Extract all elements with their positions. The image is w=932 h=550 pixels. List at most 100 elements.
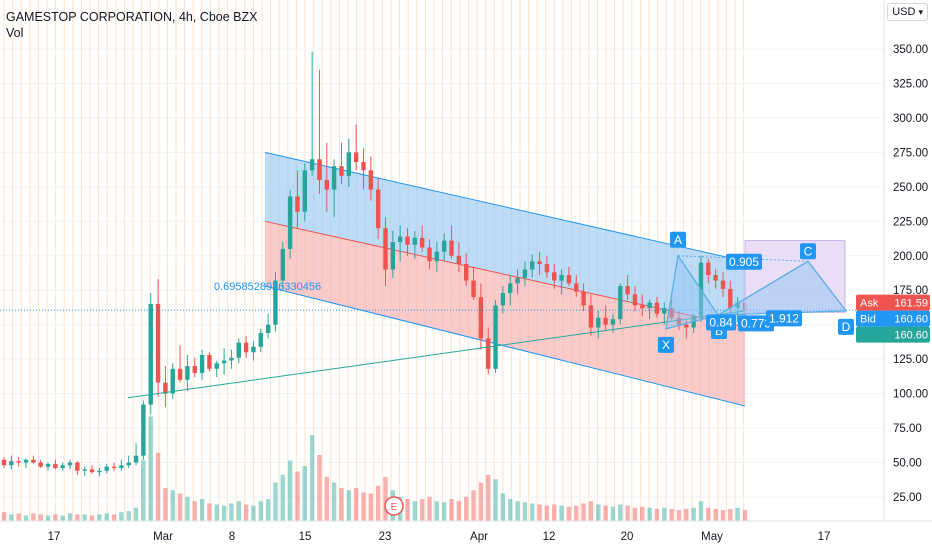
volume-bar	[339, 488, 344, 521]
x-tick-label: 23	[379, 531, 392, 543]
candle-body	[397, 236, 403, 242]
candle-body	[302, 170, 308, 212]
candle-body	[522, 269, 528, 278]
candle-body	[713, 275, 718, 281]
candle-body	[478, 297, 484, 339]
y-tick-label: 225.00	[893, 216, 928, 228]
candle-body	[16, 461, 21, 463]
symbol-title[interactable]: GAMESTOP CORPORATION, 4h, Cboe BZX	[6, 10, 258, 24]
candle-body	[82, 469, 87, 471]
point-c-label-bg	[800, 243, 816, 260]
volume-bar	[148, 416, 153, 521]
y-tick-label: 325.00	[893, 78, 928, 90]
volume-bar	[419, 499, 425, 521]
candle-body	[456, 255, 462, 265]
ratio-bc-label: 0.905	[726, 253, 762, 270]
candle-body	[647, 302, 652, 309]
chevron-down-icon: ▾	[918, 7, 923, 17]
volume-bar	[552, 504, 557, 521]
volume-bar	[309, 435, 315, 521]
candle-body	[60, 465, 65, 469]
volume-bar	[486, 474, 491, 521]
volume-bar	[75, 514, 80, 521]
volume-bar	[456, 501, 462, 521]
candle-body	[353, 152, 359, 163]
time-axis[interactable]: 17 Mar 8 15 23 Apr 12 20 May 17	[0, 520, 932, 543]
volume-bar	[251, 505, 256, 521]
y-tick-label: 350.00	[893, 44, 928, 56]
volume-bar	[155, 452, 161, 521]
candle-body	[566, 275, 572, 284]
y-tick-label: 275.00	[893, 147, 928, 159]
volume-bar	[317, 455, 322, 521]
volume-bar	[735, 507, 740, 521]
candle-body	[486, 338, 491, 369]
candle-body	[229, 357, 234, 361]
candle-body	[185, 366, 190, 380]
price-axis[interactable]: 25.0050.0075.00100.00125.00150.00175.002…	[883, 0, 928, 521]
earnings-marker: E	[384, 496, 404, 516]
candle-body	[537, 261, 542, 265]
candle-body	[603, 317, 608, 325]
volume-bar	[295, 471, 300, 521]
bid-price-tag-value: 160.60	[894, 314, 928, 326]
volume-bar	[243, 504, 249, 521]
candle-body	[148, 304, 153, 405]
volume-bar	[375, 485, 381, 521]
candle-body	[243, 342, 249, 353]
candlestick-series	[1, 51, 748, 477]
y-tick-label: 250.00	[893, 182, 928, 194]
candle-body	[236, 342, 241, 358]
volume-bar	[177, 493, 183, 521]
volume-bar	[383, 477, 388, 521]
candle-body	[390, 241, 396, 270]
candle-body	[493, 305, 498, 369]
bid-price-tag-label: Bid	[860, 314, 876, 326]
candle-body	[368, 170, 374, 190]
volume-bar	[669, 508, 674, 521]
x-tick-label: 12	[543, 531, 556, 543]
candle-body	[588, 305, 594, 328]
candle-body	[155, 304, 161, 383]
candle-body	[618, 286, 623, 320]
volume-bar	[691, 507, 696, 521]
candle-body	[119, 465, 124, 469]
volume-bar	[214, 504, 219, 521]
volume-bar	[706, 507, 711, 521]
volume-bar	[676, 510, 682, 521]
candle-body	[610, 319, 616, 325]
volume-bar	[522, 502, 528, 521]
point-d-label-bg	[838, 318, 854, 335]
ratio-bc-label-text: 0.905	[729, 255, 759, 269]
candle-body	[141, 404, 146, 456]
point-b-label-text: B	[715, 324, 723, 338]
volume-bar	[405, 499, 410, 521]
candle-body	[654, 302, 660, 314]
x-tick-label: Apr	[470, 531, 488, 543]
volume-bar	[588, 501, 594, 521]
currency-button[interactable]: USD ▾	[887, 3, 928, 21]
x-tick-label: Mar	[153, 531, 173, 543]
volume-bar	[9, 514, 14, 521]
bid-price-tag-bg	[856, 310, 930, 327]
volume-bar	[728, 508, 733, 521]
volume-bar	[265, 499, 271, 521]
candle-body	[9, 461, 14, 466]
volume-bar	[478, 482, 484, 521]
point-x-label: X	[658, 336, 674, 353]
volume-bar	[412, 501, 418, 521]
candle-body	[515, 277, 520, 284]
x-tick-label: 15	[299, 531, 312, 543]
volume-bar	[141, 460, 146, 521]
volume-bar	[89, 515, 95, 521]
pattern-xab	[665, 254, 720, 330]
candle-body	[214, 363, 219, 369]
channel-lower-line	[264, 285, 746, 407]
volume-bar	[537, 504, 542, 521]
channel-upper-band	[265, 152, 745, 328]
candle-body	[449, 240, 454, 256]
volume-bar	[170, 490, 175, 521]
volume-bar	[302, 466, 308, 521]
x-tick-label: 8	[229, 531, 235, 543]
